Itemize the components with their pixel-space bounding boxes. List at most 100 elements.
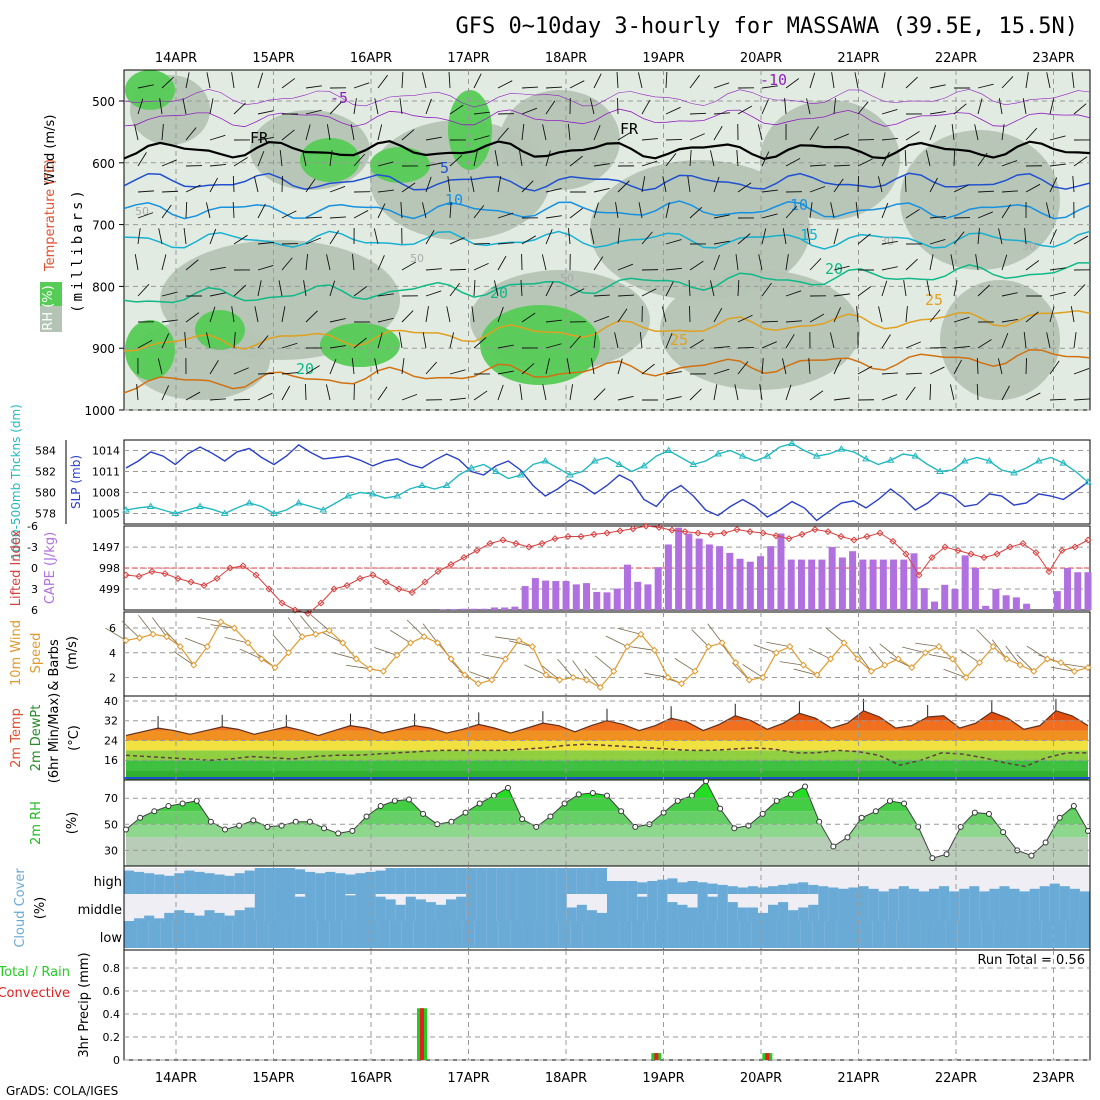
wind-barb-95 (305, 178, 316, 193)
cape-bar-68 (818, 559, 826, 610)
wind-barb-152 (401, 310, 414, 323)
wind-barb-345 (758, 254, 763, 271)
isotherm-4 (123, 200, 1091, 220)
slp-marker-22 (393, 492, 402, 499)
wind-barb-117 (353, 82, 370, 89)
cape-bar-94 (1084, 572, 1092, 610)
cape-tick-499: 499 (99, 583, 120, 596)
cloud-high-clear-68 (808, 868, 819, 894)
wind-barb-329 (737, 182, 752, 193)
wind-barb-467 (976, 383, 979, 401)
wind-barb-334 (737, 314, 753, 323)
li-marker-46 (720, 529, 728, 537)
rh-marker-45 (759, 810, 766, 817)
cloud-low-65 (908, 921, 922, 948)
wind-barb-206 (497, 370, 514, 375)
wind-barb-379 (833, 133, 849, 141)
li-tick-6: 6 (31, 604, 38, 617)
wind-barb-165 (425, 306, 429, 323)
wind-barb-404 (881, 108, 898, 115)
wind-barb-192 (473, 337, 487, 349)
cloud-high-36 (486, 868, 497, 894)
wind-barb-97 (305, 237, 322, 245)
cloud-middle-16 (285, 894, 296, 921)
cloud-middle-52 (647, 894, 658, 921)
isotherm-5 (123, 230, 1091, 250)
wind-10m-barb-3 (152, 617, 167, 637)
cloud-low-42 (631, 921, 644, 948)
wind-barb-410 (881, 266, 898, 271)
li-marker-51 (785, 535, 793, 543)
cloud-low-7 (208, 921, 222, 948)
wind-barb-73 (257, 280, 262, 297)
wind-barb-113 (329, 318, 346, 323)
cape-bar-51 (644, 584, 652, 610)
cloud-middle-77 (898, 894, 910, 921)
wind-barb-147 (401, 182, 416, 193)
wind-barb-143 (401, 71, 404, 89)
cloud-high-19 (315, 873, 326, 894)
wind-10m-barb-0 (105, 627, 127, 641)
wind-barb-457 (974, 124, 979, 141)
li-marker-74 (1084, 536, 1092, 544)
slp-marker-18 (344, 492, 352, 499)
li-marker-35 (577, 532, 585, 541)
wind-10m-barb-22 (406, 619, 425, 637)
cloud-middle-17 (295, 896, 306, 921)
wind-barb-77 (257, 392, 273, 401)
wind-ylabel: 10m Wind Speed & Barbs (m/s) (9, 620, 80, 691)
cloud-middle-32 (446, 899, 457, 921)
cloud-high-2 (144, 873, 155, 894)
wind-marker-62 (962, 673, 970, 682)
cloud-low-22 (389, 921, 403, 948)
wind-barb-412 (878, 306, 883, 323)
rh-marker-4 (179, 800, 186, 807)
rh-marker-16 (349, 827, 356, 834)
slp-marker-12 (270, 509, 278, 516)
wind-barb-142 (377, 386, 388, 401)
wind-10m-barb-50 (779, 661, 804, 666)
rh-marker-62 (1000, 829, 1007, 836)
run-total: Run Total = 0.56 (977, 953, 1085, 968)
cape-bar-82 (961, 555, 969, 610)
temp-2m-panel: 40 32 24 16 (104, 695, 1091, 781)
cloud-middle-73 (858, 894, 870, 921)
wind-barb-286 (665, 71, 668, 89)
rh-marker-18 (377, 803, 384, 810)
wind-barb-283 (639, 332, 643, 349)
wind-barb-259 (593, 388, 606, 401)
slp-marker-28 (467, 464, 476, 471)
wind-barb-508 (1073, 103, 1087, 115)
wind-barb-293 (665, 267, 682, 271)
slp-marker-42 (640, 461, 648, 469)
wind-marker-47 (759, 673, 767, 682)
wind-10m-barb-55 (856, 651, 872, 672)
li-marker-59 (889, 537, 897, 545)
cloud-middle-93 (1059, 894, 1071, 921)
cloud-high-28 (405, 868, 417, 894)
wind-barb-344 (761, 228, 767, 245)
wind-barb-44 (205, 202, 211, 219)
li-marker-42 (668, 526, 676, 534)
wind-barb-381 (833, 178, 844, 193)
wind-marker-60 (935, 643, 943, 651)
cloud-low-26 (437, 921, 451, 948)
wind-barb-501 (1049, 267, 1066, 271)
wind-barb-144 (399, 98, 403, 115)
wind-marker-20 (393, 651, 401, 659)
wind-barb-455 (977, 83, 994, 89)
wind-barb-179 (449, 332, 455, 349)
wind-barb-128 (351, 358, 355, 375)
wind-barb-183 (473, 111, 490, 115)
cloud-middle-91 (1039, 894, 1051, 921)
cloud-middle-24 (365, 894, 377, 921)
cloud-high-5 (174, 873, 185, 894)
cloud-high-51 (637, 882, 648, 894)
wind-barb-409 (881, 240, 898, 245)
wind-barb-159 (425, 162, 442, 167)
wind-barb-333 (737, 279, 740, 297)
cloud-low-43 (643, 921, 656, 948)
wind-barb-426 (905, 341, 921, 349)
wind-10m-barb-2 (138, 614, 154, 635)
wind-barb-70 (257, 203, 266, 219)
